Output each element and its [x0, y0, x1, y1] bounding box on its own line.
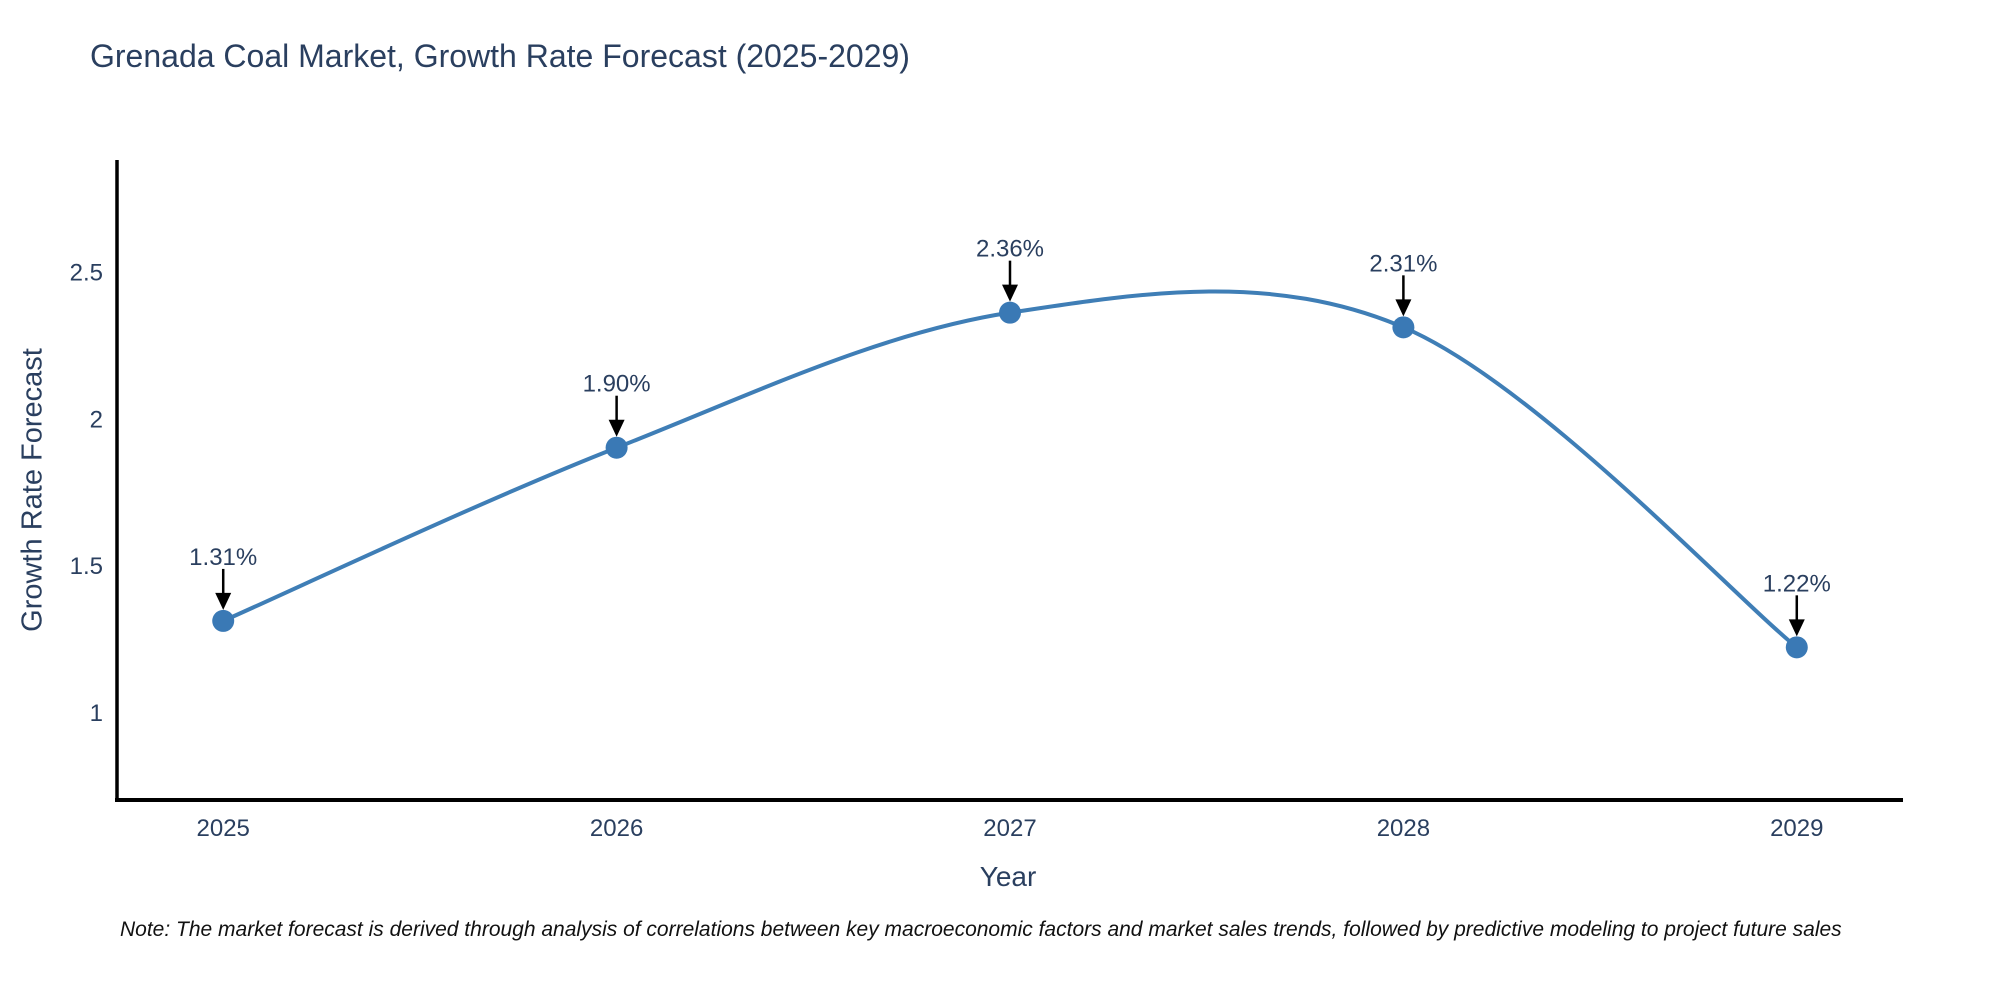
- x-tick-label: 2026: [590, 815, 643, 842]
- x-tick-label: 2028: [1377, 815, 1430, 842]
- data-point-marker: [999, 301, 1021, 324]
- annotation-label: 1.22%: [1763, 570, 1831, 597]
- line-series: [221, 289, 1799, 650]
- y-tick-label: 1: [90, 700, 103, 727]
- annotation-label: 1.31%: [189, 544, 257, 571]
- x-tick-label: 2029: [1770, 815, 1823, 842]
- annotation-arrowhead-icon: [215, 592, 232, 610]
- annotation-arrowhead-icon: [1002, 284, 1018, 302]
- annotation-arrowhead-icon: [1395, 299, 1412, 317]
- annotation-arrowhead-icon: [1788, 619, 1805, 637]
- annotation-label: 2.36%: [976, 236, 1044, 263]
- x-tick-label: 2027: [983, 815, 1036, 842]
- data-point-marker: [1785, 636, 1808, 659]
- annotation-arrowhead-icon: [608, 419, 625, 437]
- annotation-label: 2.31%: [1369, 250, 1437, 277]
- annotation-label: 1.90%: [583, 371, 651, 398]
- y-tick-label: 1.5: [70, 553, 103, 580]
- data-point-marker: [1392, 316, 1415, 339]
- chart-title: Grenada Coal Market, Growth Rate Forecas…: [90, 38, 910, 74]
- data-point-marker: [212, 609, 235, 632]
- footnote: Note: The market forecast is derived thr…: [120, 918, 1842, 941]
- y-tick-label: 2.5: [70, 260, 103, 287]
- data-point-marker: [605, 436, 628, 459]
- x-tick-label: 2025: [197, 815, 250, 842]
- y-tick-label: 2: [90, 406, 103, 433]
- y-axis-title: Growth Rate Forecast: [16, 348, 49, 632]
- x-axis-title: Year: [979, 861, 1037, 892]
